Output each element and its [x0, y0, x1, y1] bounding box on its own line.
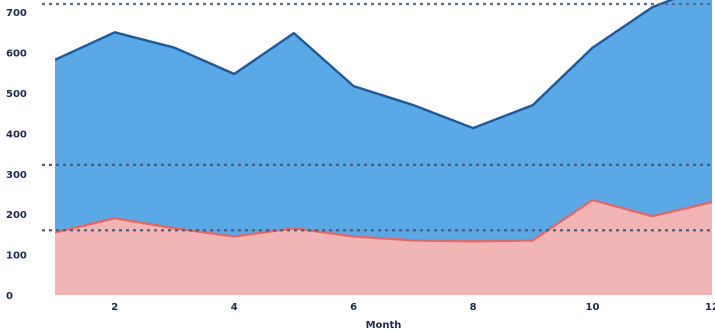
y-tick-label: 100 [6, 251, 27, 262]
y-tick-label: 400 [6, 129, 27, 140]
series-2-area [55, 200, 712, 295]
x-tick-label: 10 [586, 302, 600, 313]
series-1-area [55, 0, 712, 295]
y-axis: 0 100 200 300 400 500 600 700 [6, 8, 27, 302]
y-tick-label: 200 [6, 210, 27, 221]
y-tick-label: 500 [6, 89, 27, 100]
series-1-line [55, 0, 675, 130]
x-tick-label: 8 [470, 302, 477, 313]
x-tick-label: 6 [350, 302, 357, 313]
y-tick-label: 700 [6, 8, 27, 19]
x-axis-title: Month [366, 320, 402, 331]
x-axis: 2 4 6 8 10 12 [111, 302, 715, 313]
y-tick-label: 0 [6, 291, 13, 302]
y-tick-label: 300 [6, 170, 27, 181]
x-tick-label: 4 [231, 302, 238, 313]
x-tick-label: 12 [705, 302, 715, 313]
x-tick-label: 2 [111, 302, 118, 313]
y-tick-label: 600 [6, 49, 27, 60]
series-2-line [55, 198, 712, 243]
series-areas [55, 0, 712, 295]
